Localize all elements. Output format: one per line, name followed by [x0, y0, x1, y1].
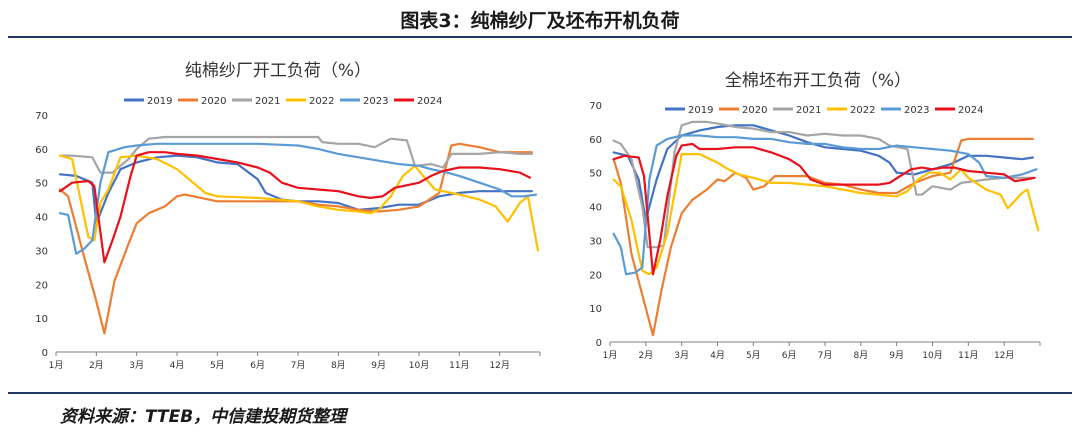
legend-item: 2024 — [394, 96, 442, 107]
x-tick-label: 5月 — [210, 360, 225, 371]
series-lines — [612, 120, 1040, 337]
legend-item: 2020 — [178, 96, 226, 107]
chart-cotton-yarn: 纯棉纱厂开工负荷（%） 2019 2020 2021 2022 2023 2024 0 10 20… — [35, 61, 541, 371]
legend-item: 2023 — [340, 96, 388, 107]
x-tick-label: 10月 — [922, 350, 942, 361]
legend-label: 2023 — [904, 105, 929, 116]
series-line-2023 — [58, 142, 538, 255]
legend-item: 2024 — [935, 105, 983, 116]
legend-label: 2020 — [201, 96, 226, 107]
x-tick-label: 3月 — [674, 350, 689, 361]
series-line-2024 — [58, 151, 531, 264]
x-tick-label: 8月 — [331, 360, 346, 371]
legend-item: 2019 — [124, 96, 172, 107]
legend-item: 2020 — [719, 105, 767, 116]
x-tick-label: 3月 — [129, 360, 144, 371]
x-tick-label: 1月 — [603, 350, 618, 361]
series-line-2022 — [58, 154, 540, 252]
y-tick-label: 60 — [35, 145, 48, 156]
legend-item: 2021 — [232, 96, 280, 107]
x-tick-label: 12月 — [994, 350, 1014, 361]
series-line-2020 — [612, 137, 1034, 337]
x-tick-label: 10月 — [409, 360, 429, 371]
x-tick-label: 4月 — [170, 360, 185, 371]
x-tick-label: 2月 — [638, 350, 653, 361]
series-line-2020 — [58, 142, 533, 335]
y-tick-label: 30 — [589, 236, 602, 247]
y-tick-label: 0 — [596, 338, 602, 349]
legend-label: 2021 — [255, 96, 280, 107]
y-tick-label: 70 — [35, 111, 48, 122]
y-tick-label: 50 — [589, 169, 602, 180]
figure-title: 图表3：纯棉纱厂及坯布开机负荷 — [400, 10, 680, 32]
legend: 2019 2020 2021 2022 2023 2024 — [665, 105, 983, 116]
x-tick-label: 7月 — [291, 360, 306, 371]
chart-grey-fabric: 全棉坯布开工负荷（%） 2019 2020 2021 2022 2023 2024 0 10 20… — [589, 71, 1041, 361]
chart-title: 全棉坯布开工负荷（%） — [725, 71, 911, 91]
series-line-2022 — [612, 153, 1040, 276]
series-line-2024 — [612, 142, 1036, 276]
y-tick-label: 0 — [42, 348, 48, 359]
legend: 2019 2020 2021 2022 2023 2024 — [124, 96, 442, 107]
x-tick-label: 5月 — [746, 350, 761, 361]
x-tick-label: 9月 — [371, 360, 386, 371]
x-tick-label: 6月 — [250, 360, 265, 371]
series-line-2019 — [58, 154, 533, 225]
x-tick-label: 2月 — [89, 360, 104, 371]
legend-label: 2022 — [850, 105, 875, 116]
legend-label: 2024 — [417, 96, 442, 107]
y-tick-label: 30 — [35, 246, 48, 257]
legend-label: 2021 — [796, 105, 821, 116]
x-tick-label: 11月 — [958, 350, 978, 361]
y-tick-label: 40 — [589, 203, 602, 214]
series-line-2023 — [612, 134, 1038, 276]
legend-item: 2022 — [286, 96, 334, 107]
legend-label: 2020 — [742, 105, 767, 116]
x-tick-label: 6月 — [782, 350, 797, 361]
y-tick-label: 10 — [35, 314, 48, 325]
x-tick-label: 8月 — [853, 350, 868, 361]
x-tick-label: 11月 — [449, 360, 469, 371]
bottom-rule — [8, 392, 1072, 394]
legend-item: 2021 — [773, 105, 821, 116]
legend-item: 2022 — [827, 105, 875, 116]
y-tick-label: 40 — [35, 213, 48, 224]
x-tick-label: 4月 — [710, 350, 725, 361]
y-tick-label: 60 — [589, 135, 602, 146]
top-rule — [8, 36, 1072, 38]
y-tick-label: 70 — [589, 101, 602, 112]
y-tick-label: 50 — [35, 179, 48, 190]
source-note: 资料来源：TTEB，中信建投期货整理 — [60, 407, 347, 427]
x-tick-label: 9月 — [889, 350, 904, 361]
legend-item: 2019 — [665, 105, 713, 116]
x-tick-label: 1月 — [49, 360, 64, 371]
legend-item: 2023 — [881, 105, 929, 116]
x-tick-label: 12月 — [489, 360, 509, 371]
series-lines — [58, 135, 540, 335]
legend-label: 2019 — [688, 105, 713, 116]
legend-label: 2023 — [363, 96, 388, 107]
legend-label: 2022 — [309, 96, 334, 107]
legend-label: 2019 — [147, 96, 172, 107]
y-tick-label: 20 — [35, 280, 48, 291]
y-tick-label: 20 — [589, 270, 602, 281]
legend-label: 2024 — [958, 105, 983, 116]
series-line-2021 — [58, 135, 533, 174]
y-tick-label: 10 — [589, 304, 602, 315]
chart-title: 纯棉纱厂开工负荷（%） — [185, 61, 371, 81]
x-tick-label: 7月 — [818, 350, 833, 361]
